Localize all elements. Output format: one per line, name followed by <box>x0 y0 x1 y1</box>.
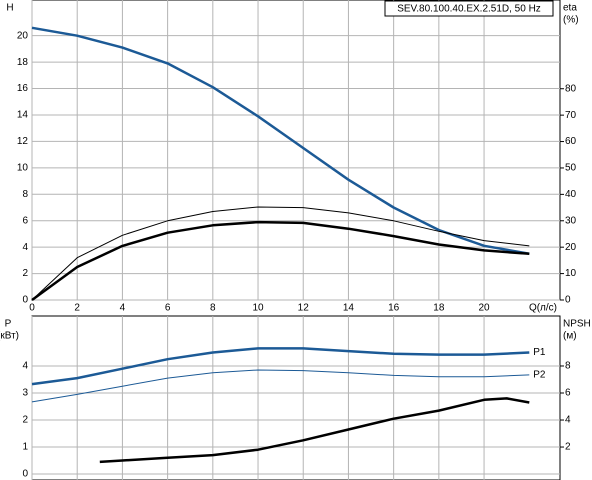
x-tick-label: 20 <box>478 303 490 314</box>
y-tick-label: 2 <box>22 415 28 426</box>
y2-tick-label: 4 <box>565 415 571 426</box>
axis-label: eta <box>563 3 577 14</box>
y-tick-label: 3 <box>22 388 28 399</box>
x-tick-label: 10 <box>252 303 264 314</box>
x-tick-label: 2 <box>74 303 80 314</box>
y2-tick-label: 60 <box>565 136 577 147</box>
y-tick-label: 0 <box>22 295 28 306</box>
x-tick-label: 16 <box>388 303 400 314</box>
x-tick-label: 4 <box>120 303 126 314</box>
y-tick-label: 6 <box>22 215 28 226</box>
x-tick-label: 0 <box>29 303 35 314</box>
x-tick-label: 12 <box>298 303 310 314</box>
y-tick-label: 12 <box>17 136 29 147</box>
title-box <box>384 0 554 17</box>
axis-label: P <box>5 319 12 330</box>
y-tick-label: 14 <box>17 110 29 121</box>
y-tick-label: 2 <box>22 268 28 279</box>
axis-label: (м) <box>563 331 577 342</box>
axis-label: (кВт) <box>0 331 19 342</box>
chart-title: SEV.80.100.40.EX.2.51D, 50 Hz <box>397 4 541 15</box>
y2-tick-label: 30 <box>565 215 577 226</box>
y-tick-label: 4 <box>22 361 28 372</box>
series-line <box>31 220 530 302</box>
y2-tick-label: 10 <box>565 268 577 279</box>
y-tick-label: 20 <box>17 30 29 41</box>
y-tick-label: 10 <box>17 162 29 173</box>
series-line <box>31 206 530 301</box>
y2-tick-label: 0 <box>565 295 571 306</box>
y-tick-label: 8 <box>22 189 28 200</box>
y2-tick-label: 40 <box>565 189 577 200</box>
y2-tick-label: 70 <box>565 110 577 121</box>
y2-tick-label: 6 <box>565 388 571 399</box>
axis-label: H <box>6 3 13 14</box>
y-tick-label: 16 <box>17 83 29 94</box>
axis-label: (%) <box>563 15 579 26</box>
x-tick-label: 8 <box>210 303 216 314</box>
series-line <box>31 347 530 386</box>
series-line <box>99 397 530 464</box>
y2-tick-label: 2 <box>565 442 571 453</box>
x-tick-label: 18 <box>433 303 445 314</box>
axis-label: NPSH <box>563 319 591 330</box>
y-tick-label: 1 <box>22 442 28 453</box>
series-label: P1 <box>533 347 546 358</box>
plot-frame <box>31 315 561 480</box>
y-tick-label: 18 <box>17 57 29 68</box>
y-tick-label: 0 <box>22 469 28 480</box>
y2-tick-label: 80 <box>565 83 577 94</box>
y2-tick-label: 8 <box>565 361 571 372</box>
y-tick-label: 4 <box>22 242 28 253</box>
y2-tick-label: 50 <box>565 163 577 174</box>
y2-tick-label: 20 <box>565 242 577 253</box>
x-axis-label: Q(л/с) <box>529 303 557 314</box>
x-tick-label: 6 <box>165 303 171 314</box>
x-tick-label: 14 <box>343 303 355 314</box>
series-label: P2 <box>533 370 546 381</box>
series-line <box>31 369 530 403</box>
